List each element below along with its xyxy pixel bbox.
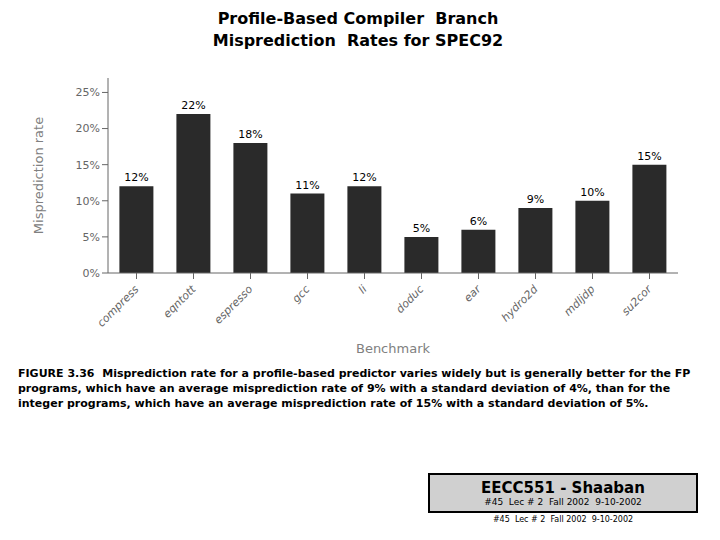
- html-text:FIGURE 3.36 Misprediction rate: FIGURE 3.36 Misprediction rate for a pro…: [18, 367, 695, 410]
- svg-text:9%: 9%: [527, 193, 544, 206]
- svg-text:Misprediction rate: Misprediction rate: [31, 117, 46, 234]
- svg-text:12%: 12%: [352, 171, 376, 184]
- svg-text:15%: 15%: [637, 150, 661, 163]
- svg-text:11%: 11%: [295, 179, 319, 192]
- svg-text:22%: 22%: [181, 99, 205, 112]
- svg-text:li: li: [356, 283, 370, 297]
- svg-text:0%: 0%: [83, 267, 100, 280]
- html-text:Profile-Based Compiler Branch: Profile-Based Compiler Branch: [217, 9, 499, 28]
- svg-text:gcc: gcc: [290, 283, 313, 306]
- svg-text:compress: compress: [95, 283, 142, 330]
- html-text:EECC551 - Shaaban: EECC551 - Shaaban: [481, 479, 645, 497]
- svg-text:hydro2d: hydro2d: [499, 282, 541, 324]
- html-text:Misprediction Rates for SPEC92: Misprediction Rates for SPEC92: [212, 31, 504, 50]
- svg-text:25%: 25%: [76, 86, 100, 99]
- svg-text:20%: 20%: [76, 122, 100, 135]
- svg-text:Benchmark: Benchmark: [356, 341, 431, 356]
- svg-text:5%: 5%: [83, 231, 100, 244]
- svg-text:6%: 6%: [470, 215, 487, 228]
- svg-text:ear: ear: [462, 282, 485, 305]
- svg-text:5%: 5%: [413, 222, 430, 235]
- svg-text:18%: 18%: [238, 128, 262, 141]
- svg-text:doduc: doduc: [393, 283, 426, 316]
- svg-text:su2cor: su2cor: [619, 282, 655, 318]
- html-text:#45 Lec # 2 Fall 2002 9-10-200: #45 Lec # 2 Fall 2002 9-10-2002: [492, 515, 634, 524]
- svg-text:15%: 15%: [76, 159, 100, 172]
- svg-text:mdljdp: mdljdp: [562, 283, 598, 319]
- svg-text:espresso: espresso: [212, 283, 256, 327]
- svg-text:eqntott: eqntott: [161, 282, 199, 320]
- svg-text:12%: 12%: [124, 171, 148, 184]
- svg-text:10%: 10%: [76, 195, 100, 208]
- svg-text:10%: 10%: [580, 186, 604, 199]
- html-text:#45 Lec # 2 Fall 2002 9-10-200: #45 Lec # 2 Fall 2002 9-10-2002: [484, 497, 642, 507]
